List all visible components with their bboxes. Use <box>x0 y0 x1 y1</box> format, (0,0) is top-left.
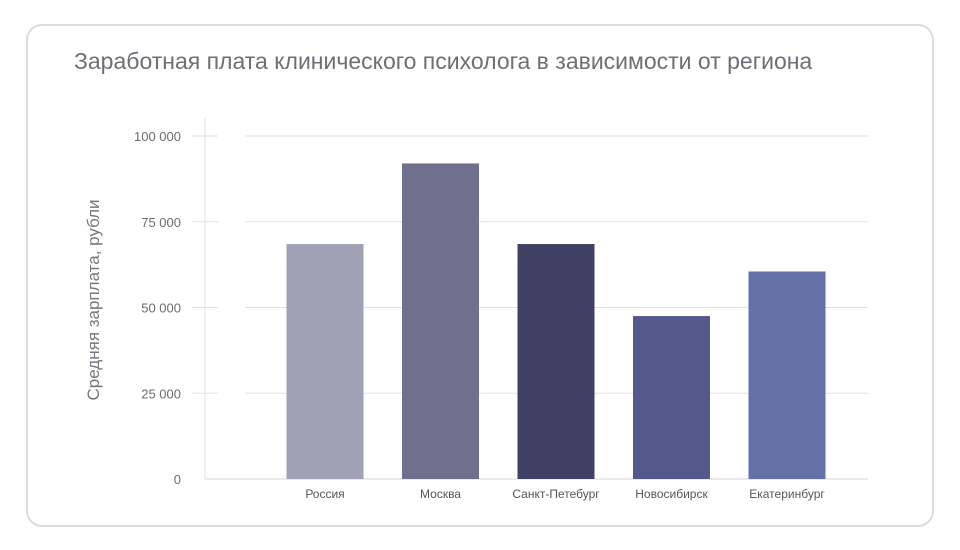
y-axis-title: Средняя зарплата, рубли <box>84 199 103 400</box>
y-tick-label: 25 000 <box>141 386 181 401</box>
y-tick-label: 50 000 <box>141 301 181 316</box>
x-category-label: Екатеринбург <box>749 487 825 501</box>
chart-title: Заработная плата клинического психолога … <box>74 48 813 74</box>
x-category-label: Москва <box>420 487 461 501</box>
bar <box>286 244 364 479</box>
y-tick-label: 0 <box>174 472 181 487</box>
bar <box>633 316 710 479</box>
x-category-label: Россия <box>305 487 344 501</box>
y-tick-label: 100 000 <box>134 129 181 144</box>
y-tick-label: 75 000 <box>141 215 181 230</box>
x-category-label: Новосибирск <box>635 487 708 501</box>
x-category-label: Санкт-Петебург <box>512 487 600 501</box>
bar <box>402 163 479 479</box>
bar <box>748 271 826 479</box>
bar <box>517 244 595 479</box>
